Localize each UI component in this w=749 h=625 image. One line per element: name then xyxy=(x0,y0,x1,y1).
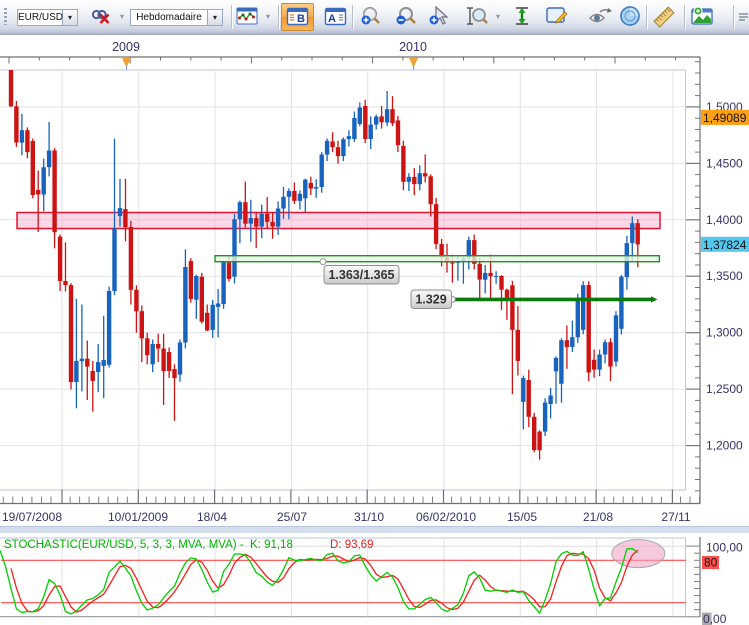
svg-text:1.329: 1.329 xyxy=(415,293,446,307)
svg-text:B: B xyxy=(297,13,305,25)
svg-text:80: 80 xyxy=(704,556,718,570)
svg-text:25/07: 25/07 xyxy=(277,510,307,524)
svg-text:2009: 2009 xyxy=(112,40,140,54)
svg-text:1,37824: 1,37824 xyxy=(703,238,747,252)
svg-text:1,2000: 1,2000 xyxy=(706,439,743,453)
svg-text:STOCHASTIC(EUR/USD, 5, 3, 3, M: STOCHASTIC(EUR/USD, 5, 3, 3, MVA, MVA) -… xyxy=(4,539,293,551)
svg-text:100,00: 100,00 xyxy=(706,541,743,555)
svg-text:1,49089: 1,49089 xyxy=(703,111,747,125)
svg-text:A: A xyxy=(328,13,336,25)
svg-text:2010: 2010 xyxy=(399,40,427,54)
svg-text:0,00: 0,00 xyxy=(703,612,727,625)
svg-text:27/11: 27/11 xyxy=(661,510,690,524)
svg-text:31/10: 31/10 xyxy=(354,510,384,524)
svg-text:18/04: 18/04 xyxy=(197,510,227,524)
svg-text:1,3500: 1,3500 xyxy=(706,269,743,283)
svg-text:21/08: 21/08 xyxy=(583,510,613,524)
svg-text:06/02/2010: 06/02/2010 xyxy=(416,510,476,524)
svg-text:1.363/1.365: 1.363/1.365 xyxy=(328,268,394,282)
svg-text:1,2500: 1,2500 xyxy=(706,382,743,396)
svg-text:1,4000: 1,4000 xyxy=(706,213,743,227)
svg-text:D: 93,69: D: 93,69 xyxy=(330,539,373,551)
svg-text:19/07/2008: 19/07/2008 xyxy=(2,510,62,524)
svg-text:1,4500: 1,4500 xyxy=(706,156,743,170)
svg-text:15/05: 15/05 xyxy=(507,510,537,524)
svg-text:1,3000: 1,3000 xyxy=(706,326,743,340)
svg-text:10/01/2009: 10/01/2009 xyxy=(108,510,168,524)
